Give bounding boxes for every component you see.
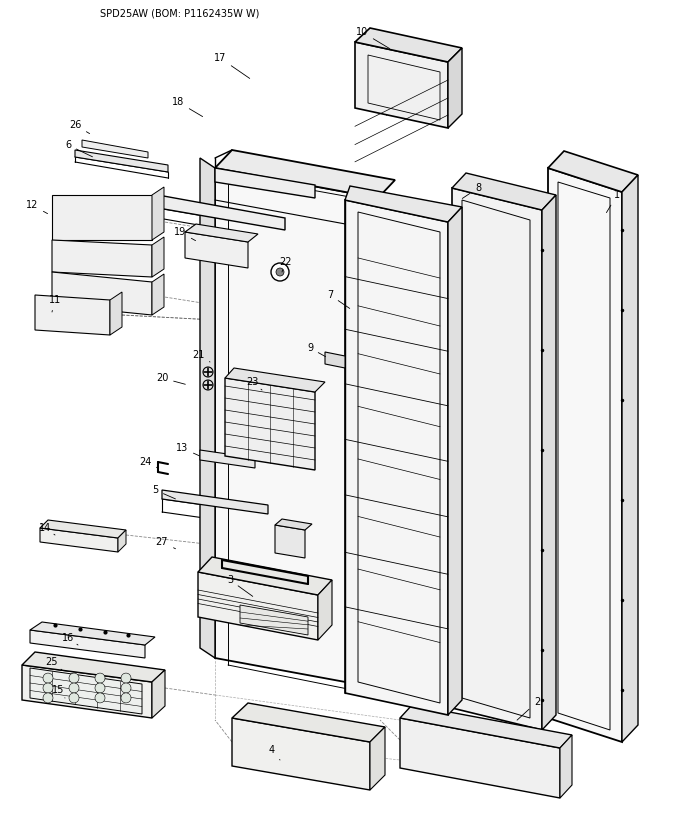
Polygon shape bbox=[110, 292, 122, 335]
Text: 17: 17 bbox=[214, 53, 250, 78]
Text: 10: 10 bbox=[356, 27, 390, 48]
Polygon shape bbox=[200, 450, 255, 468]
Text: 23: 23 bbox=[245, 377, 262, 390]
Circle shape bbox=[43, 693, 53, 703]
Text: 2: 2 bbox=[517, 697, 540, 721]
Text: 27: 27 bbox=[156, 537, 175, 549]
Text: 1: 1 bbox=[607, 190, 620, 213]
Polygon shape bbox=[75, 150, 168, 172]
Polygon shape bbox=[198, 572, 318, 640]
Circle shape bbox=[121, 673, 131, 683]
Polygon shape bbox=[448, 48, 462, 128]
Polygon shape bbox=[152, 237, 164, 277]
Text: 5: 5 bbox=[152, 485, 175, 499]
Polygon shape bbox=[185, 232, 248, 268]
Text: 22: 22 bbox=[279, 257, 291, 272]
Text: 14: 14 bbox=[39, 523, 55, 535]
Polygon shape bbox=[215, 168, 378, 688]
Polygon shape bbox=[225, 368, 325, 392]
Text: 8: 8 bbox=[462, 183, 481, 199]
Circle shape bbox=[121, 683, 131, 693]
Circle shape bbox=[95, 673, 105, 683]
Polygon shape bbox=[355, 28, 462, 62]
Polygon shape bbox=[52, 272, 152, 315]
Circle shape bbox=[271, 263, 289, 281]
Text: 16: 16 bbox=[62, 633, 78, 645]
Polygon shape bbox=[240, 605, 308, 635]
Circle shape bbox=[276, 268, 284, 276]
Polygon shape bbox=[158, 195, 285, 230]
Polygon shape bbox=[30, 668, 142, 714]
Polygon shape bbox=[400, 718, 560, 798]
Text: 3: 3 bbox=[227, 575, 253, 597]
Polygon shape bbox=[318, 580, 332, 640]
Text: 11: 11 bbox=[49, 295, 61, 312]
Circle shape bbox=[121, 693, 131, 703]
Text: 4: 4 bbox=[269, 745, 280, 760]
Circle shape bbox=[95, 683, 105, 693]
Polygon shape bbox=[232, 718, 370, 790]
Text: 26: 26 bbox=[69, 120, 90, 134]
Polygon shape bbox=[152, 670, 165, 718]
Text: 9: 9 bbox=[307, 343, 326, 357]
Text: 18: 18 bbox=[172, 97, 203, 116]
Text: 13: 13 bbox=[176, 443, 199, 456]
Polygon shape bbox=[448, 207, 462, 715]
Polygon shape bbox=[560, 735, 572, 798]
Polygon shape bbox=[548, 151, 638, 192]
Text: 15: 15 bbox=[52, 685, 65, 698]
Polygon shape bbox=[452, 173, 556, 210]
Polygon shape bbox=[22, 665, 152, 718]
Circle shape bbox=[43, 673, 53, 683]
Polygon shape bbox=[325, 352, 345, 368]
Polygon shape bbox=[185, 224, 258, 242]
Polygon shape bbox=[52, 195, 152, 240]
Circle shape bbox=[95, 693, 105, 703]
Polygon shape bbox=[40, 528, 118, 552]
Polygon shape bbox=[215, 150, 395, 198]
Polygon shape bbox=[370, 727, 385, 790]
Polygon shape bbox=[225, 378, 315, 470]
Text: SPD25AW (BOM: P1162435W W): SPD25AW (BOM: P1162435W W) bbox=[100, 8, 259, 18]
Polygon shape bbox=[152, 187, 164, 240]
Text: 12: 12 bbox=[26, 200, 48, 214]
Polygon shape bbox=[30, 622, 155, 645]
Polygon shape bbox=[542, 195, 556, 730]
Circle shape bbox=[43, 683, 53, 693]
Polygon shape bbox=[52, 240, 152, 277]
Polygon shape bbox=[345, 186, 462, 222]
Text: 20: 20 bbox=[156, 373, 186, 384]
Text: 7: 7 bbox=[327, 290, 350, 309]
Text: 6: 6 bbox=[65, 140, 92, 156]
Polygon shape bbox=[118, 530, 126, 552]
Polygon shape bbox=[22, 652, 165, 682]
Polygon shape bbox=[200, 158, 215, 658]
Circle shape bbox=[69, 693, 79, 703]
Text: 25: 25 bbox=[46, 657, 62, 670]
Polygon shape bbox=[275, 519, 312, 530]
Polygon shape bbox=[162, 490, 268, 514]
Polygon shape bbox=[355, 42, 448, 128]
Circle shape bbox=[69, 673, 79, 683]
Polygon shape bbox=[345, 200, 448, 715]
Text: 21: 21 bbox=[192, 350, 210, 362]
Polygon shape bbox=[232, 703, 385, 742]
Polygon shape bbox=[622, 175, 638, 742]
Polygon shape bbox=[40, 520, 126, 538]
Polygon shape bbox=[275, 525, 305, 558]
Polygon shape bbox=[215, 168, 315, 198]
Text: 24: 24 bbox=[139, 457, 158, 468]
Polygon shape bbox=[198, 557, 332, 595]
Polygon shape bbox=[35, 295, 110, 335]
Polygon shape bbox=[82, 140, 148, 158]
Polygon shape bbox=[400, 705, 572, 748]
Polygon shape bbox=[152, 274, 164, 315]
Polygon shape bbox=[548, 168, 622, 742]
Polygon shape bbox=[452, 188, 542, 730]
Circle shape bbox=[69, 683, 79, 693]
Text: 19: 19 bbox=[174, 227, 196, 240]
Polygon shape bbox=[30, 630, 145, 658]
